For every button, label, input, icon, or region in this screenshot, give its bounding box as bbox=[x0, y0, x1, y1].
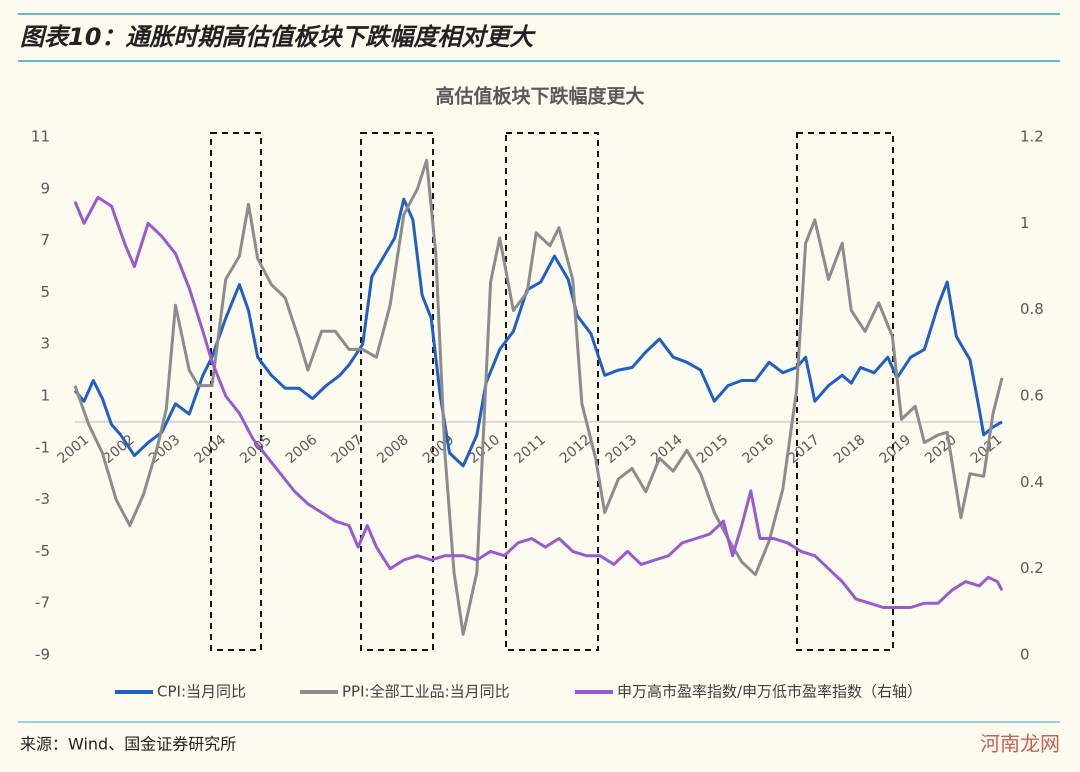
legend-label: PPI:全部工业品:当月同比 bbox=[342, 683, 510, 701]
highlight-box bbox=[360, 132, 434, 651]
x-tick-label: 2020 bbox=[922, 432, 960, 467]
x-tick-label: 2008 bbox=[374, 432, 412, 467]
header-title: 图表10：通胀时期高估值板块下跌幅度相对更大 bbox=[20, 23, 536, 51]
y2-tick-label: 0.6 bbox=[1020, 387, 1044, 405]
y-tick-label: -3 bbox=[35, 490, 50, 508]
y-tick-label: 9 bbox=[40, 179, 50, 197]
x-tick-label: 2006 bbox=[283, 432, 321, 467]
y-tick-label: 7 bbox=[40, 231, 50, 249]
y2-tick-label: 1 bbox=[1020, 214, 1030, 232]
highlight-boxes bbox=[210, 132, 894, 651]
x-tick-label: 2003 bbox=[146, 432, 184, 467]
x-tick-label: 2019 bbox=[877, 432, 915, 467]
y-tick-label: -5 bbox=[35, 542, 50, 560]
y2-tick-label: 0.2 bbox=[1020, 559, 1044, 577]
highlight-box bbox=[505, 132, 599, 651]
chart-title: 高估值板块下跌幅度更大 bbox=[435, 85, 644, 108]
y-tick-label: 3 bbox=[40, 335, 50, 353]
y-tick-label: -7 bbox=[35, 594, 50, 612]
y2-tick-label: 0.4 bbox=[1020, 473, 1044, 491]
x-tick-label: 2015 bbox=[694, 432, 732, 467]
plot: 11 9 7 5 3 1 -1 -3 -5 -7 -9 1.2 1 0.8 0.6 0.4 0.2 0 2001 20… bbox=[31, 128, 1044, 701]
y-tick-label: 1 bbox=[40, 387, 50, 405]
series-line bbox=[73, 158, 1004, 636]
x-tick-label: 2016 bbox=[740, 432, 778, 467]
y-tick-label: -9 bbox=[35, 646, 50, 664]
x-tick-label: 2011 bbox=[511, 432, 549, 467]
x-tick-label: 2009 bbox=[420, 432, 458, 467]
x-tick-label: 2001 bbox=[55, 432, 93, 467]
source: 来源：Wind、国金证券研究所 bbox=[20, 735, 236, 754]
x-tick-label: 2013 bbox=[603, 432, 641, 467]
series-line bbox=[73, 197, 1003, 468]
legend-label: 申万高市盈率指数/申万低市盈率指数（右轴） bbox=[617, 683, 922, 701]
watermark: 河南龙网 bbox=[980, 732, 1060, 756]
legend-label: CPI:当月同比 bbox=[157, 683, 246, 701]
series-line bbox=[73, 195, 1004, 609]
y-tick-label: -1 bbox=[35, 438, 50, 456]
y2-tick-label: 0.8 bbox=[1020, 300, 1044, 318]
highlight-box bbox=[210, 132, 262, 651]
highlight-box bbox=[796, 132, 894, 651]
y-tick-label: 5 bbox=[40, 283, 50, 301]
y2-tick-label: 0 bbox=[1020, 646, 1030, 664]
y2-tick-label: 1.2 bbox=[1020, 128, 1044, 146]
x-tick-label: 2018 bbox=[831, 432, 869, 467]
y-tick-label: 11 bbox=[31, 128, 50, 146]
